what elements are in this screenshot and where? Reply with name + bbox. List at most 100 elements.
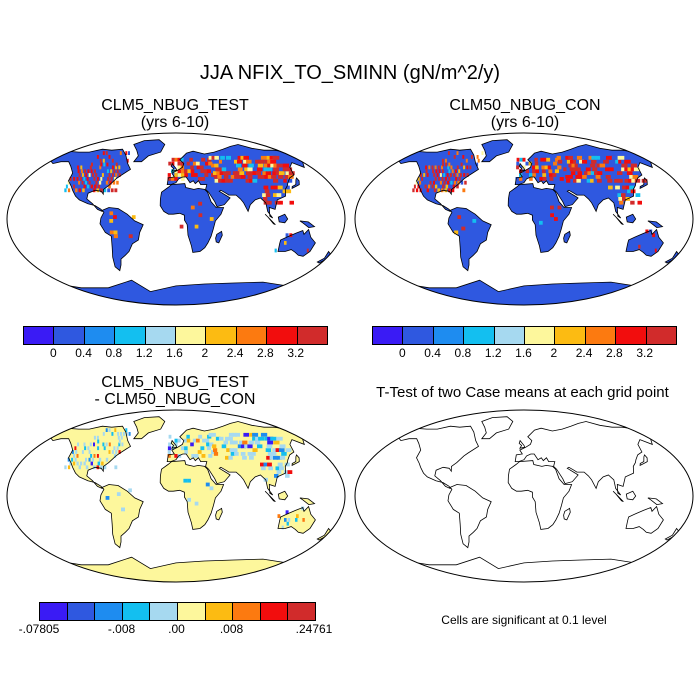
grid-cell: [272, 448, 278, 452]
grid-cell: [573, 178, 578, 183]
coastline: [647, 220, 664, 229]
grid-cell: [78, 465, 81, 470]
grid-cell: [277, 514, 281, 518]
grid-cell: [88, 173, 91, 177]
grid-cell: [78, 188, 81, 193]
grid-cell: [168, 434, 172, 439]
grid-cell: [417, 177, 420, 181]
grid-cell: [167, 454, 171, 458]
grid-cell: [437, 165, 440, 170]
grid-cell: [617, 193, 622, 197]
grid-cell: [115, 173, 118, 177]
grid-cell: [262, 171, 268, 175]
grid-cell: [534, 161, 539, 166]
grid-cell: [102, 158, 105, 163]
grid-cell: [283, 178, 289, 183]
grid-cell: [183, 438, 188, 443]
grid-cell: [267, 163, 274, 168]
grid-cell: [587, 163, 593, 168]
coastline: [277, 505, 316, 534]
grid-cell: [531, 165, 536, 170]
grid-cell: [212, 444, 217, 449]
grid-cell: [257, 444, 263, 449]
colorbar-swatch: [24, 327, 55, 344]
grid-cell: [96, 435, 99, 440]
grid-cell: [208, 454, 213, 458]
grid-cell: [96, 465, 100, 470]
grid-cell: [212, 159, 218, 164]
grid-cell: [118, 173, 121, 177]
colorbar-tick-label: 0.4: [75, 346, 92, 360]
grid-cell: [236, 171, 241, 175]
grid-cell: [189, 157, 193, 162]
grid-cell: [197, 450, 202, 454]
grid-cell: [611, 155, 619, 160]
grid-cell: [118, 450, 121, 454]
grid-cell: [267, 175, 274, 179]
grid-cell: [111, 450, 114, 454]
grid-cell: [234, 452, 239, 456]
colorbar-swatch: [464, 327, 495, 344]
grid-cell: [261, 175, 267, 179]
grid-cell: [590, 163, 596, 168]
coastline: [447, 484, 492, 549]
grid-cell: [99, 158, 102, 163]
grid-cell: [246, 171, 251, 175]
grid-cell: [120, 432, 122, 436]
grid-cell: [234, 175, 239, 179]
panel-title-bottom-right: T-Test of two Case means at each grid po…: [376, 384, 669, 401]
grid-cell: [231, 432, 237, 437]
grid-cell: [93, 442, 95, 447]
grid-cell: [438, 169, 441, 174]
grid-cell: [434, 165, 437, 170]
grid-cell: [264, 175, 270, 179]
grid-cell: [585, 155, 591, 160]
coastline: [480, 139, 514, 163]
grid-cell: [121, 442, 124, 447]
grid-cell: [69, 177, 72, 181]
grid-cell: [199, 165, 204, 170]
grid-cell: [82, 188, 85, 193]
grid-cell: [207, 434, 212, 439]
grid-cell: [559, 177, 564, 181]
colorbar-swatch: [145, 327, 177, 344]
grid-cell: [549, 177, 554, 181]
grid-cell: [77, 169, 80, 174]
grid-cell: [225, 178, 230, 183]
coastline: [625, 213, 637, 224]
grid-cell: [221, 167, 227, 172]
grid-cell: [272, 155, 280, 160]
grid-cell: [431, 165, 434, 170]
grid-cell: [255, 436, 261, 441]
grid-cell: [215, 436, 221, 441]
grid-cell: [518, 177, 523, 181]
coastline: [264, 213, 276, 226]
grid-cell: [591, 159, 597, 164]
grid-cell: [548, 169, 553, 174]
grid-cell: [450, 180, 453, 185]
grid-cell: [75, 450, 78, 454]
colorbar-tick-label: 1.2: [484, 346, 502, 360]
grid-cell: [464, 169, 467, 174]
coastline: [612, 213, 624, 226]
grid-cell: [183, 478, 188, 483]
grid-cell: [100, 188, 103, 193]
grid-cell: [472, 219, 477, 223]
grid-cell: [206, 442, 211, 447]
grid-cell: [219, 171, 224, 175]
grid-cell: [208, 177, 213, 181]
coastline: [215, 230, 223, 244]
grid-cell: [525, 169, 529, 174]
grid-cell: [522, 157, 526, 162]
grid-cell: [629, 175, 635, 179]
grid-cell: [577, 171, 583, 175]
grid-cell: [285, 171, 292, 175]
grid-cell: [95, 180, 98, 185]
grid-cell: [540, 157, 544, 162]
colorbar-tick-labels: -.07805 -.008 .00 .008 .24761: [19, 622, 333, 638]
grid-cell: [429, 180, 432, 185]
grid-cell: [456, 151, 459, 155]
map-t-test: [354, 409, 694, 583]
grid-cell: [476, 162, 479, 167]
grid-cell: [525, 161, 529, 166]
